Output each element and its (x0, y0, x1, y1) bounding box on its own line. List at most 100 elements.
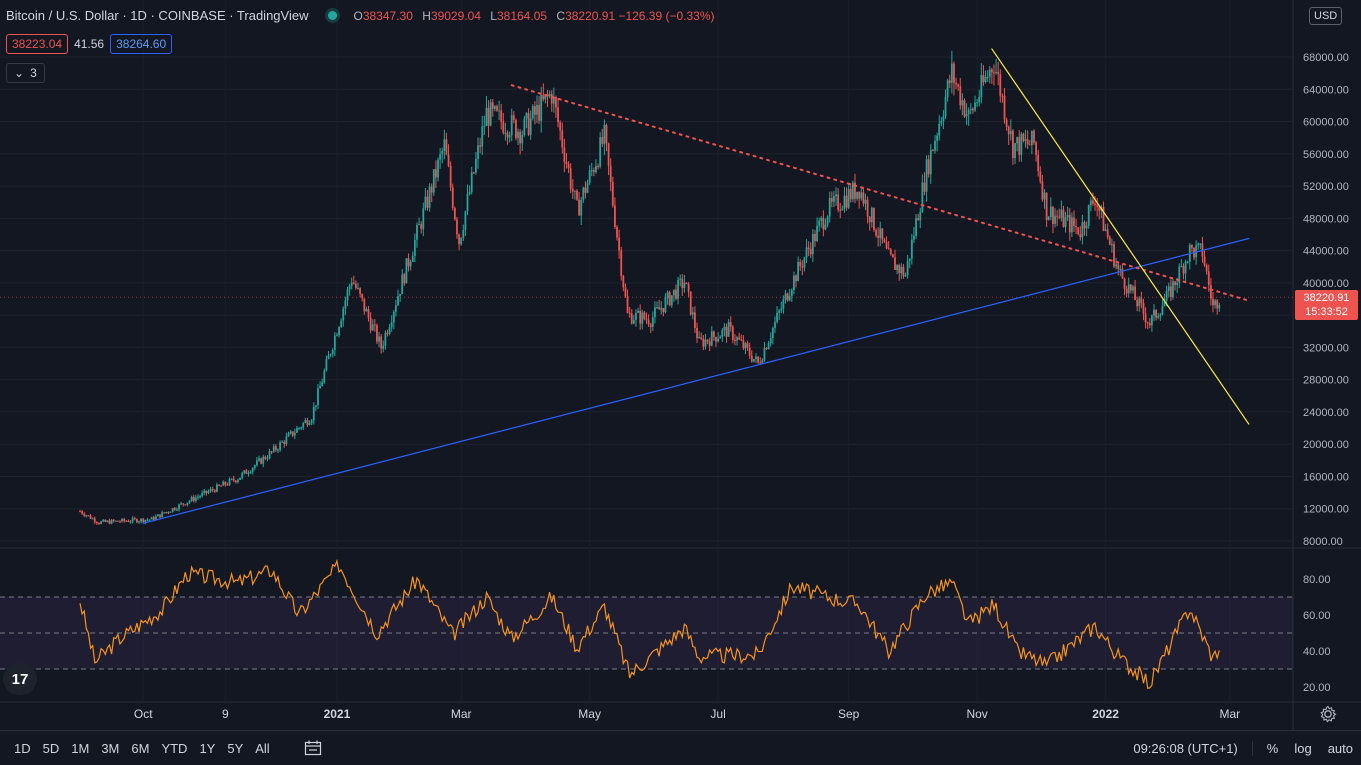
candle-body (797, 261, 800, 282)
candle-body (974, 102, 976, 111)
candle-body (443, 139, 446, 152)
candle-body (820, 217, 823, 221)
candle-body (921, 182, 924, 213)
candle-body (216, 484, 218, 492)
last-price-value: 38220.91 (1303, 292, 1350, 304)
candle-body (898, 265, 901, 274)
candle-body (1159, 314, 1162, 317)
candle-body (432, 169, 435, 193)
candle-body (98, 522, 100, 524)
rsi-axis[interactable]: 20.00 40.00 60.00 80.00 (1303, 574, 1331, 694)
range-5y[interactable]: 5Y (227, 740, 244, 756)
candle-body (523, 118, 526, 136)
candle-body (1020, 133, 1023, 155)
candle-body (1028, 144, 1031, 146)
range-5d[interactable]: 5D (42, 740, 60, 756)
candle-body (793, 275, 795, 290)
clock[interactable]: 09:26:08 (UTC+1) (1133, 740, 1253, 756)
symbol-title[interactable]: Bitcoin / U.S. Dollar · 1D · COINBASE · … (6, 8, 309, 23)
candle-body (717, 338, 719, 342)
candle-body (1148, 323, 1151, 326)
candle-body (1197, 243, 1200, 246)
auto-scale-button[interactable]: auto (1327, 740, 1353, 756)
candle-body (803, 257, 806, 268)
candle-body (325, 359, 328, 371)
candle-body (809, 249, 812, 255)
blue-support-trendline[interactable] (142, 237, 1250, 524)
rsi-pane[interactable] (0, 558, 1293, 690)
gear-icon[interactable] (1318, 704, 1338, 724)
range-1d[interactable]: 1D (14, 740, 31, 756)
candle-body (218, 484, 220, 486)
candle-body (1035, 142, 1037, 155)
candle-body (597, 166, 599, 168)
candle-body (293, 432, 296, 436)
candle-body (891, 254, 894, 258)
candle-body (117, 520, 119, 522)
candle-body (247, 472, 250, 474)
candle-body (1108, 237, 1111, 245)
sell-button[interactable]: 38223.04 (6, 34, 69, 54)
candle-body (702, 338, 705, 347)
rsi-line[interactable] (79, 558, 1220, 690)
indicators-collapse-button[interactable]: ⌄ 3 (6, 63, 45, 83)
candle-body (493, 106, 496, 109)
candle-body (908, 258, 911, 262)
time-axis[interactable]: Oct 9 2021 Mar May Jul Sep Nov 2022 Mar (134, 707, 1240, 721)
candle-body (1138, 298, 1141, 307)
candle-body (1077, 227, 1080, 235)
range-3m[interactable]: 3M (101, 740, 120, 756)
candle-body (622, 276, 625, 288)
candle-body (300, 427, 303, 429)
range-1m[interactable]: 1M (71, 740, 90, 756)
candle-body (1153, 309, 1155, 316)
candle-body (700, 337, 703, 339)
candle-body (1134, 286, 1136, 300)
buy-button[interactable]: 38264.60 (110, 34, 173, 54)
candle-body (1155, 309, 1158, 318)
candle-body (877, 235, 880, 238)
percent-scale-button[interactable]: % (1266, 740, 1279, 756)
calendar-icon[interactable] (304, 740, 322, 756)
candle-body (761, 360, 764, 363)
tradingview-logo-icon[interactable]: 17 (3, 663, 37, 695)
candle-body (384, 332, 387, 346)
range-6m[interactable]: 6M (131, 740, 150, 756)
candle-body (1216, 300, 1219, 309)
red-dotted-resistance-trendline[interactable] (510, 84, 1250, 302)
candle-body (426, 196, 429, 208)
candle-body (83, 513, 86, 516)
range-1y[interactable]: 1Y (199, 740, 216, 756)
live-dot-icon (328, 11, 338, 20)
price-pane[interactable] (0, 50, 1293, 526)
candle-body (401, 274, 404, 295)
trend-lines[interactable] (142, 48, 1250, 524)
candle-body (515, 119, 517, 139)
candle-body (824, 224, 827, 230)
candle-body (875, 229, 877, 236)
candle-body (95, 522, 98, 524)
candle-body (679, 278, 682, 280)
candle-body (567, 163, 570, 169)
yellow-downtrend-trendline[interactable] (991, 48, 1250, 425)
trade-buttons: 38223.04 41.56 38264.60 (6, 34, 173, 54)
candle-body (79, 511, 81, 513)
candle-body (630, 313, 633, 324)
candle-body (710, 331, 713, 346)
range-all[interactable]: All (255, 740, 270, 756)
candle-body (972, 108, 974, 111)
range-ytd[interactable]: YTD (161, 740, 188, 756)
currency-selector[interactable]: USD (1309, 7, 1343, 25)
candle-body (645, 318, 648, 320)
log-scale-button[interactable]: log (1294, 740, 1312, 756)
candle-body (525, 113, 528, 119)
candle-body (112, 519, 115, 522)
candle-body (780, 308, 783, 311)
rsi-band (0, 597, 1293, 669)
candle-body (677, 279, 679, 299)
candle-body (213, 490, 216, 492)
candle-body (1045, 192, 1048, 220)
candle-body (938, 123, 941, 136)
candle-body (757, 356, 760, 363)
